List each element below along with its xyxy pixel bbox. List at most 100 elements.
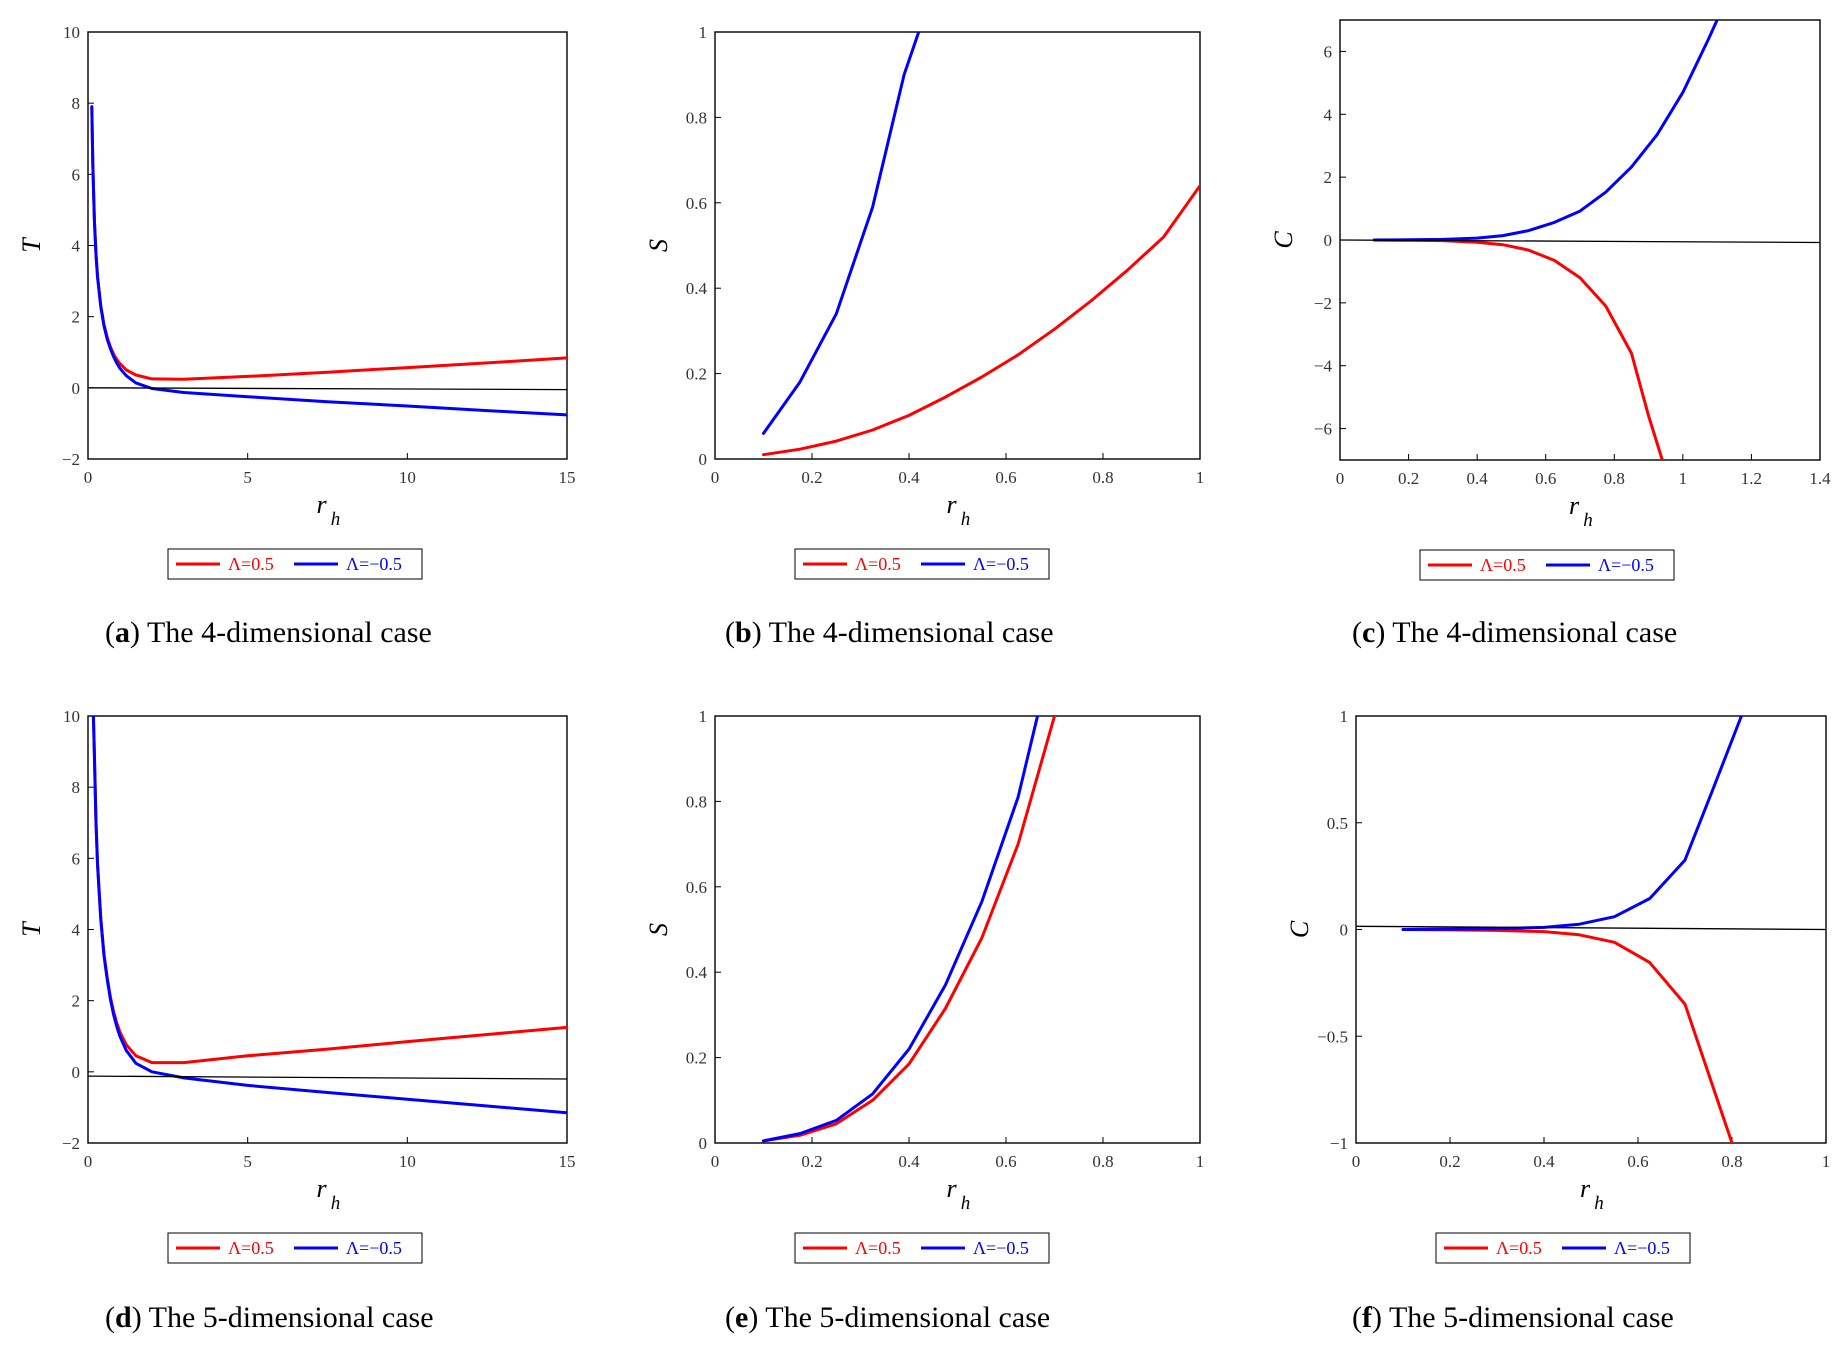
series-line-lambda-negative <box>762 32 921 435</box>
series-line-lambda-negative <box>1372 20 1719 242</box>
y-tick-label: 0 <box>1324 231 1333 250</box>
plot-area <box>88 716 567 1115</box>
y-tick-label: 0.2 <box>686 1049 707 1068</box>
legend-label-red: Λ=0.5 <box>855 554 901 574</box>
x-tick-label: 0 <box>84 1152 93 1171</box>
y-tick-label: 2 <box>1324 168 1333 187</box>
subfigure-caption: (e) The 5-dimensional case <box>725 1301 1050 1334</box>
x-tick-label: 0.2 <box>1439 1152 1460 1171</box>
x-tick-label: 0 <box>711 1152 720 1171</box>
y-axis-title: S <box>644 923 673 936</box>
x-axis-subscript: h <box>961 509 971 530</box>
y-tick-label: −0.5 <box>1317 1027 1348 1046</box>
y-tick-label: 0.8 <box>686 108 707 127</box>
x-tick-label: 10 <box>399 468 416 487</box>
y-tick-label: 0 <box>699 450 708 469</box>
caption-description: The 4-dimensional case <box>1392 616 1677 649</box>
plot-area <box>1340 20 1820 460</box>
x-axis-subscript: h <box>961 1193 971 1214</box>
subfigure-caption: (b) The 4-dimensional case <box>725 616 1054 649</box>
x-tick-label: 0.6 <box>995 1152 1016 1171</box>
y-tick-label: 0 <box>72 1063 81 1082</box>
y-tick-label: 2 <box>72 992 81 1011</box>
legend-label-red: Λ=0.5 <box>1496 1238 1542 1258</box>
legend: Λ=0.5 Λ=−0.5 <box>1419 549 1675 581</box>
y-tick-label: −2 <box>62 450 80 469</box>
y-tick-label: 1 <box>699 23 708 42</box>
y-tick-label: 0.6 <box>686 878 707 897</box>
x-axis-title: r <box>1580 1174 1591 1203</box>
y-tick-label: 6 <box>72 165 81 184</box>
x-tick-label: 0.8 <box>1721 1152 1742 1171</box>
zero-reference-line <box>1340 239 1820 244</box>
y-tick-label: 0.2 <box>686 365 707 384</box>
y-axis-title: C <box>1269 231 1298 249</box>
plot-frame <box>87 31 568 460</box>
legend-label-blue: Λ=−0.5 <box>973 554 1029 574</box>
legend-label-blue: Λ=−0.5 <box>346 554 402 574</box>
legend-label-blue: Λ=−0.5 <box>973 1238 1029 1258</box>
x-tick-label: 1 <box>1822 1152 1831 1171</box>
legend-label-blue: Λ=−0.5 <box>1614 1238 1670 1258</box>
y-tick-label: −1 <box>1330 1134 1348 1153</box>
series-line-lambda-positive <box>1372 238 1664 460</box>
y-axis-title: T <box>17 921 46 937</box>
legend-label-blue: Λ=−0.5 <box>1598 555 1654 575</box>
chart-panel-f: 0 0.2 0.4 0.6 0.8 1 −1 −0.5 0 0.5 1 Crh Λ=0.5 Λ=−0.5 (… <box>1285 707 1830 1334</box>
caption-description: The 4-dimensional case <box>769 616 1054 649</box>
y-tick-label: 0.4 <box>686 963 708 982</box>
x-tick-label: 0.6 <box>1535 469 1556 488</box>
caption-description: The 4-dimensional case <box>147 616 432 649</box>
x-tick-label: 5 <box>243 468 252 487</box>
x-tick-label: 0.8 <box>1092 468 1113 487</box>
plot-area <box>1356 716 1826 1143</box>
caption-description: The 5-dimensional case <box>149 1301 434 1334</box>
x-tick-label: 0.2 <box>1398 469 1419 488</box>
y-tick-label: 0.4 <box>686 279 708 298</box>
legend-label-red: Λ=0.5 <box>228 554 274 574</box>
x-tick-label: 0.8 <box>1604 469 1625 488</box>
x-tick-label: 15 <box>559 1152 576 1171</box>
x-axis-subscript: h <box>1583 510 1593 531</box>
x-tick-label: 1 <box>1196 1152 1205 1171</box>
y-axis-title: C <box>1285 920 1314 938</box>
y-tick-label: 6 <box>1324 42 1333 61</box>
series-line-lambda-positive <box>91 716 567 1065</box>
y-tick-label: 0 <box>1340 921 1349 940</box>
x-tick-label: 0.4 <box>898 1152 920 1171</box>
series-line-lambda-negative <box>91 716 567 1115</box>
plot-area <box>762 32 1200 457</box>
y-tick-label: 0.8 <box>686 792 707 811</box>
x-tick-label: 1.4 <box>1809 469 1831 488</box>
y-tick-label: 0 <box>72 379 81 398</box>
legend: Λ=0.5 Λ=−0.5 <box>794 1232 1050 1264</box>
y-tick-label: 10 <box>63 707 80 726</box>
legend-label-blue: Λ=−0.5 <box>346 1238 402 1258</box>
y-tick-label: 4 <box>72 921 81 940</box>
y-tick-label: 1 <box>1340 707 1349 726</box>
series-line-lambda-positive <box>762 716 1056 1143</box>
y-tick-label: 6 <box>72 849 81 868</box>
x-tick-label: 0.2 <box>801 1152 822 1171</box>
x-tick-label: 0.4 <box>1467 469 1489 488</box>
series-line-lambda-positive <box>1401 928 1734 1143</box>
x-tick-label: 5 <box>243 1152 252 1171</box>
x-tick-label: 0.8 <box>1092 1152 1113 1171</box>
y-axis-title: S <box>644 239 673 252</box>
x-axis-title: r <box>946 490 957 519</box>
caption-letter: d <box>115 1301 132 1334</box>
plot-frame <box>714 31 1201 460</box>
caption-description: The 5-dimensional case <box>1389 1301 1674 1334</box>
series-line-lambda-positive <box>762 184 1200 457</box>
caption-letter: c <box>1362 616 1375 649</box>
plot-area <box>762 716 1056 1143</box>
x-tick-label: 1 <box>1679 469 1688 488</box>
legend-label-red: Λ=0.5 <box>855 1238 901 1258</box>
x-axis-title: r <box>316 490 327 519</box>
x-tick-label: 0.4 <box>1533 1152 1555 1171</box>
x-tick-label: 0 <box>84 468 93 487</box>
caption-description: The 5-dimensional case <box>765 1301 1050 1334</box>
